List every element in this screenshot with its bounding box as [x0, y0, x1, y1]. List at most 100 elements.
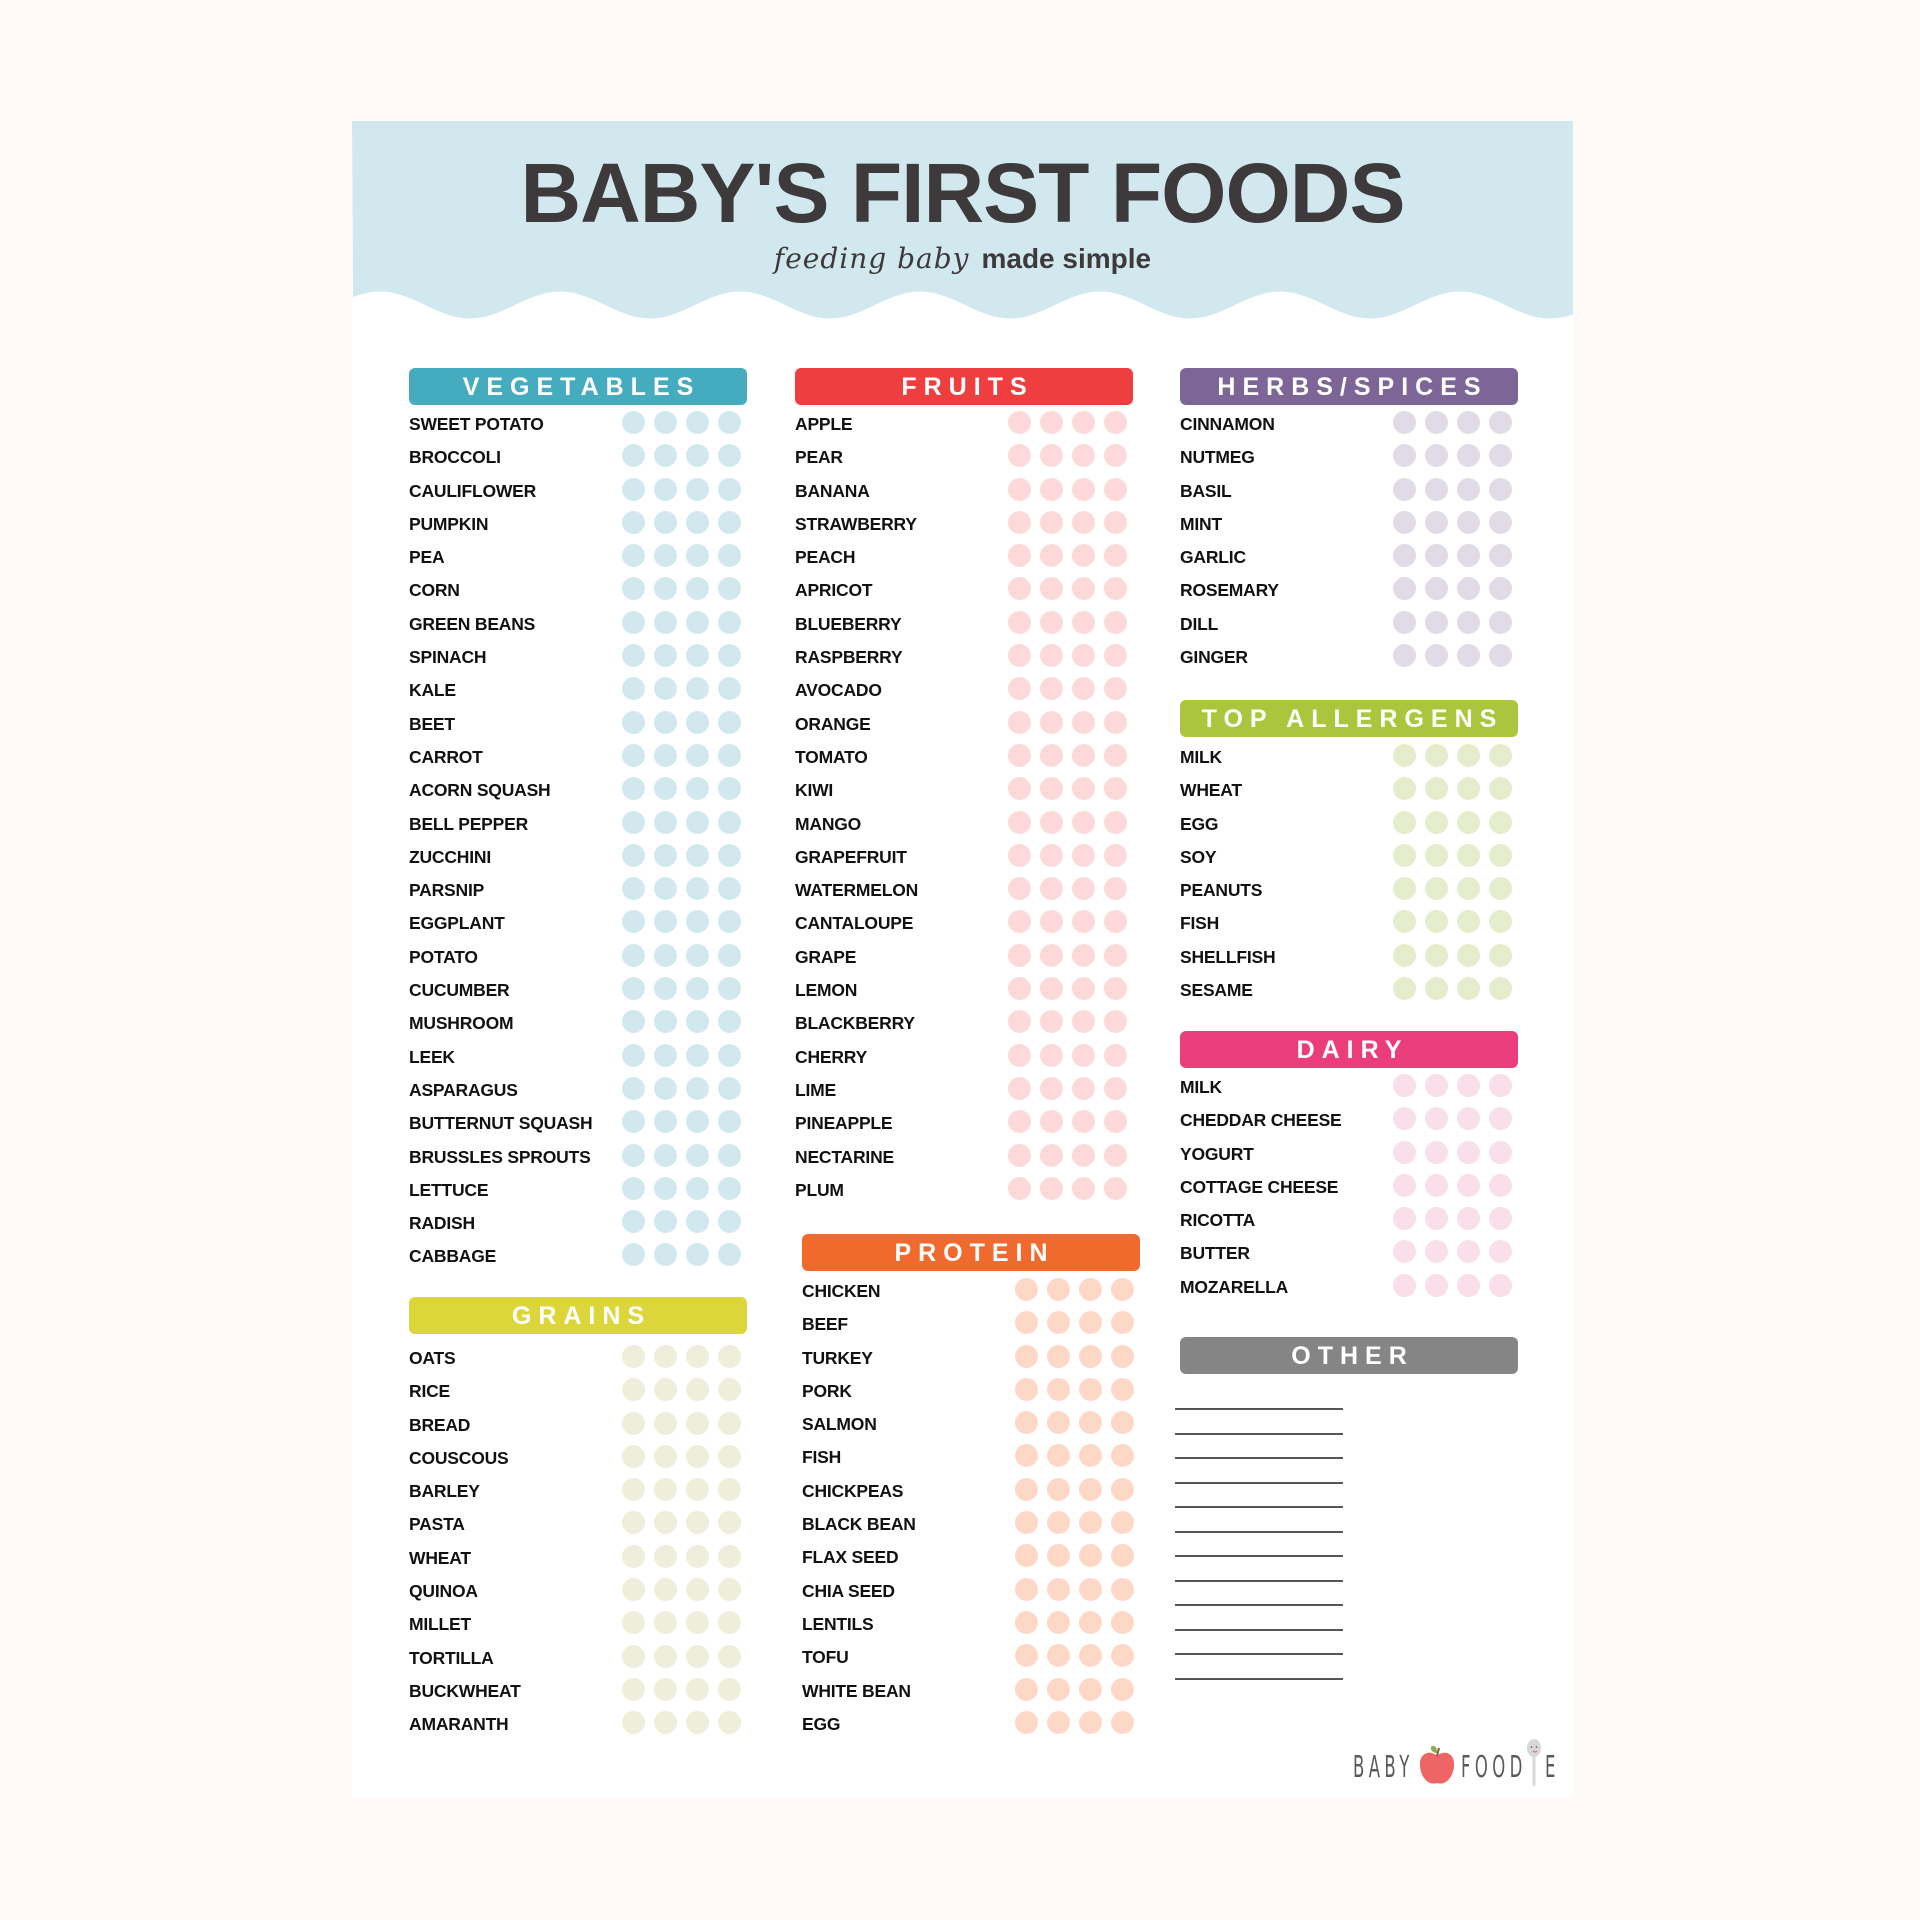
check-circle[interactable] — [654, 544, 677, 568]
check-circle[interactable] — [1457, 1207, 1480, 1231]
check-circle[interactable] — [1489, 977, 1512, 1001]
check-circle[interactable] — [622, 1378, 645, 1402]
check-circle[interactable] — [1425, 810, 1448, 834]
write-in-line[interactable] — [1175, 1653, 1343, 1655]
check-circle[interactable] — [1393, 1074, 1416, 1097]
check-circle[interactable] — [1008, 877, 1031, 901]
check-circle[interactable] — [1489, 1074, 1512, 1097]
check-circle[interactable] — [1393, 544, 1416, 568]
check-circle[interactable] — [1047, 1377, 1070, 1401]
check-circle[interactable] — [1040, 444, 1063, 468]
check-circle[interactable] — [654, 843, 677, 867]
check-circle[interactable] — [1072, 411, 1095, 434]
check-circle[interactable] — [1008, 1110, 1031, 1134]
check-circle[interactable] — [1457, 510, 1480, 534]
check-circle[interactable] — [622, 810, 645, 834]
check-circle[interactable] — [1425, 1240, 1448, 1264]
check-circle[interactable] — [1008, 910, 1031, 934]
check-circle[interactable] — [654, 777, 677, 801]
check-circle[interactable] — [1489, 544, 1512, 568]
check-circle[interactable] — [718, 1210, 741, 1234]
check-circle[interactable] — [1079, 1610, 1102, 1634]
check-circle[interactable] — [1008, 777, 1031, 801]
check-circle[interactable] — [1104, 910, 1127, 934]
write-in-line[interactable] — [1175, 1530, 1343, 1533]
check-circle[interactable] — [718, 1378, 741, 1402]
check-circle[interactable] — [1072, 777, 1095, 801]
check-circle[interactable] — [622, 1176, 645, 1200]
check-circle[interactable] — [686, 677, 709, 701]
check-circle[interactable] — [622, 1143, 645, 1167]
check-circle[interactable] — [1489, 943, 1512, 967]
check-circle[interactable] — [1008, 843, 1031, 867]
check-circle[interactable] — [622, 1478, 645, 1502]
check-circle[interactable] — [718, 777, 741, 801]
check-circle[interactable] — [1015, 1278, 1038, 1301]
check-circle[interactable] — [1104, 411, 1127, 434]
check-circle[interactable] — [1040, 510, 1063, 534]
check-circle[interactable] — [1393, 943, 1416, 967]
check-circle[interactable] — [1072, 577, 1095, 601]
check-circle[interactable] — [1425, 444, 1448, 468]
check-circle[interactable] — [622, 477, 645, 501]
check-circle[interactable] — [1047, 1677, 1070, 1701]
check-circle[interactable] — [1489, 1273, 1512, 1297]
check-circle[interactable] — [1393, 444, 1416, 468]
check-circle[interactable] — [622, 1611, 645, 1635]
check-circle[interactable] — [1072, 810, 1095, 834]
check-circle[interactable] — [1079, 1577, 1102, 1601]
check-circle[interactable] — [1425, 744, 1448, 767]
check-circle[interactable] — [622, 777, 645, 801]
check-circle[interactable] — [1104, 843, 1127, 867]
check-circle[interactable] — [654, 1611, 677, 1635]
check-circle[interactable] — [1008, 743, 1031, 767]
check-circle[interactable] — [1015, 1644, 1038, 1668]
check-circle[interactable] — [1040, 677, 1063, 701]
check-circle[interactable] — [686, 977, 709, 1001]
check-circle[interactable] — [718, 1411, 741, 1435]
check-circle[interactable] — [654, 1076, 677, 1100]
check-circle[interactable] — [1457, 1107, 1480, 1131]
check-circle[interactable] — [1008, 1076, 1031, 1100]
check-circle[interactable] — [686, 510, 709, 534]
write-in-line[interactable] — [1175, 1555, 1343, 1557]
check-circle[interactable] — [654, 577, 677, 601]
check-circle[interactable] — [1008, 644, 1031, 668]
check-circle[interactable] — [686, 1345, 709, 1368]
check-circle[interactable] — [1104, 877, 1127, 901]
check-circle[interactable] — [686, 1176, 709, 1200]
check-circle[interactable] — [1104, 710, 1127, 734]
check-circle[interactable] — [686, 444, 709, 468]
check-circle[interactable] — [1457, 877, 1480, 901]
check-circle[interactable] — [1393, 610, 1416, 634]
check-circle[interactable] — [686, 477, 709, 501]
check-circle[interactable] — [1104, 577, 1127, 601]
check-circle[interactable] — [1047, 1644, 1070, 1668]
check-circle[interactable] — [1079, 1710, 1102, 1734]
check-circle[interactable] — [1489, 910, 1512, 934]
check-circle[interactable] — [622, 1110, 645, 1134]
check-circle[interactable] — [718, 1110, 741, 1134]
check-circle[interactable] — [1457, 744, 1480, 767]
check-circle[interactable] — [1008, 1143, 1031, 1167]
check-circle[interactable] — [686, 1110, 709, 1134]
check-circle[interactable] — [622, 1345, 645, 1368]
check-circle[interactable] — [1015, 1544, 1038, 1568]
check-circle[interactable] — [718, 1076, 741, 1100]
check-circle[interactable] — [1489, 1207, 1512, 1231]
check-circle[interactable] — [718, 843, 741, 867]
check-circle[interactable] — [686, 1711, 709, 1735]
check-circle[interactable] — [1008, 544, 1031, 568]
check-circle[interactable] — [1079, 1411, 1102, 1435]
check-circle[interactable] — [1040, 1043, 1063, 1067]
check-circle[interactable] — [1393, 1107, 1416, 1131]
check-circle[interactable] — [1457, 477, 1480, 501]
check-circle[interactable] — [654, 444, 677, 468]
check-circle[interactable] — [654, 1110, 677, 1134]
check-circle[interactable] — [1489, 510, 1512, 534]
check-circle[interactable] — [1040, 644, 1063, 668]
check-circle[interactable] — [1072, 1176, 1095, 1200]
check-circle[interactable] — [718, 1644, 741, 1668]
check-circle[interactable] — [622, 977, 645, 1001]
check-circle[interactable] — [1489, 1107, 1512, 1131]
